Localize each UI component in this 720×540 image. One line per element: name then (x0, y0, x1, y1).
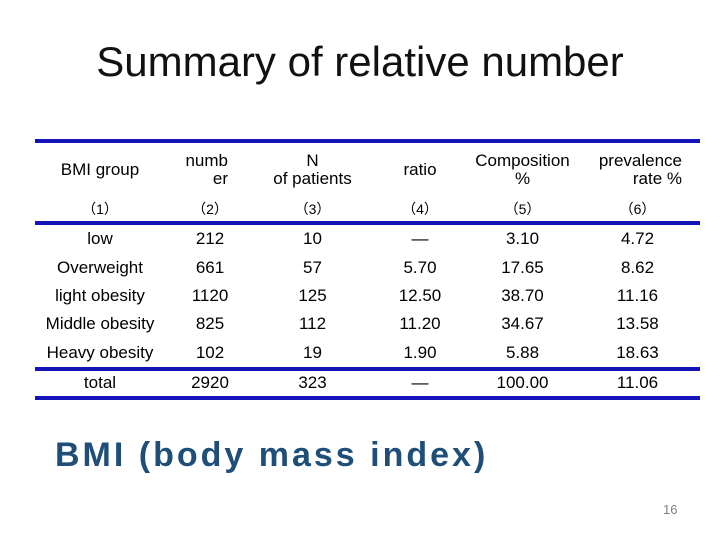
row-label-cell: Middle obesity (45, 314, 155, 334)
header-label: numb (185, 150, 228, 170)
row-label-cell: total (83, 373, 117, 393)
table-cell: 102 (195, 342, 225, 362)
header-cell-ratio: ratio (370, 143, 470, 196)
row-label-cell: low (87, 229, 113, 249)
table-row: Heavy obesity 102 19 1.90 5.88 18.63 (35, 339, 700, 367)
table-cell: 34.67 (501, 314, 544, 334)
header-label: prevalence (598, 150, 682, 170)
table-cell: 12.50 (398, 285, 442, 305)
table-cell: 212 (195, 229, 225, 249)
table-cell: 8.62 (620, 257, 655, 277)
header-label: er (212, 168, 228, 188)
slide-title: Summary of relative number (96, 38, 624, 85)
total-row: total 2920 323 — 100.00 11.06 (35, 371, 700, 396)
table-cell: 13.58 (616, 314, 659, 334)
table-cell: 11.20 (399, 314, 441, 334)
table-row: low 212 10 — 3.10 4.72 (35, 225, 700, 253)
row-label-cell: light obesity (55, 285, 145, 305)
table-total-rule (35, 366, 700, 371)
table-cell: 38.70 (501, 285, 544, 305)
index-cell: （5） (504, 200, 541, 217)
table-cell: 2920 (191, 373, 229, 393)
table-cell: 112 (298, 314, 327, 334)
table-cell: 323 (298, 373, 327, 393)
header-label: % (514, 168, 531, 188)
table-cell: 18.63 (616, 342, 659, 362)
header-label: rate % (632, 168, 682, 188)
table-header-rule (35, 221, 700, 225)
summary-table: BMI group numb er N of patients ratio Co… (35, 139, 700, 400)
header-cell-bmi-group: BMI group (35, 143, 165, 196)
table-top-rule (35, 139, 700, 143)
bmi-definition-caption: BMI (body mass index) (55, 436, 489, 474)
table-bottom-rule (35, 395, 700, 400)
table-cell: 5.70 (403, 257, 437, 277)
header-cell-prevalence-rate-pct: prevalence rate % (575, 143, 700, 196)
table-cell: 19 (303, 342, 322, 362)
header-label: N (306, 150, 319, 170)
table-row: Middle obesity 825 112 11.20 34.67 13.58 (35, 310, 700, 338)
table-cell: 11.06 (616, 373, 659, 393)
table-cell: 825 (195, 314, 225, 334)
index-cell: （2） (192, 200, 228, 217)
header-label: of patients (273, 168, 352, 188)
table-cell: 17.65 (501, 257, 544, 277)
index-cell: （4） (402, 200, 438, 217)
header-cell-composition-pct: Composition % (470, 143, 575, 196)
table-header-row: BMI group numb er N of patients ratio Co… (35, 143, 700, 196)
index-cell: （3） (294, 200, 331, 217)
table-cell: 57 (303, 257, 322, 277)
header-label: BMI group (60, 159, 140, 179)
header-cell-n-of-patients: N of patients (255, 143, 370, 196)
table-cell: 1120 (191, 285, 229, 305)
table-cell: 10 (303, 229, 322, 249)
table-row: light obesity 1120 125 12.50 38.70 11.16 (35, 282, 700, 310)
header-label: ratio (403, 159, 437, 179)
table-cell: 125 (298, 285, 327, 305)
page-number: 16 (663, 502, 678, 517)
table-cell: 11.16 (616, 285, 659, 305)
table-cell: — (411, 373, 429, 393)
index-cell: （1） (82, 200, 118, 217)
table-cell: — (411, 229, 429, 249)
table-cell: 3.10 (505, 229, 540, 249)
row-label-cell: Overweight (57, 257, 143, 277)
header-cell-number: numb er (165, 143, 255, 196)
table-cell: 661 (195, 257, 225, 277)
index-cell: （6） (619, 200, 656, 217)
table-row: Overweight 661 57 5.70 17.65 8.62 (35, 253, 700, 281)
table-cell: 1.90 (403, 342, 437, 362)
table-cell: 5.88 (505, 342, 540, 362)
table-cell: 100.00 (496, 373, 549, 393)
header-label: Composition (475, 150, 570, 170)
row-label-cell: Heavy obesity (46, 342, 154, 362)
column-index-row: （1） （2） （3） （4） （5） （6） (35, 196, 700, 221)
table-cell: 4.72 (620, 229, 655, 249)
